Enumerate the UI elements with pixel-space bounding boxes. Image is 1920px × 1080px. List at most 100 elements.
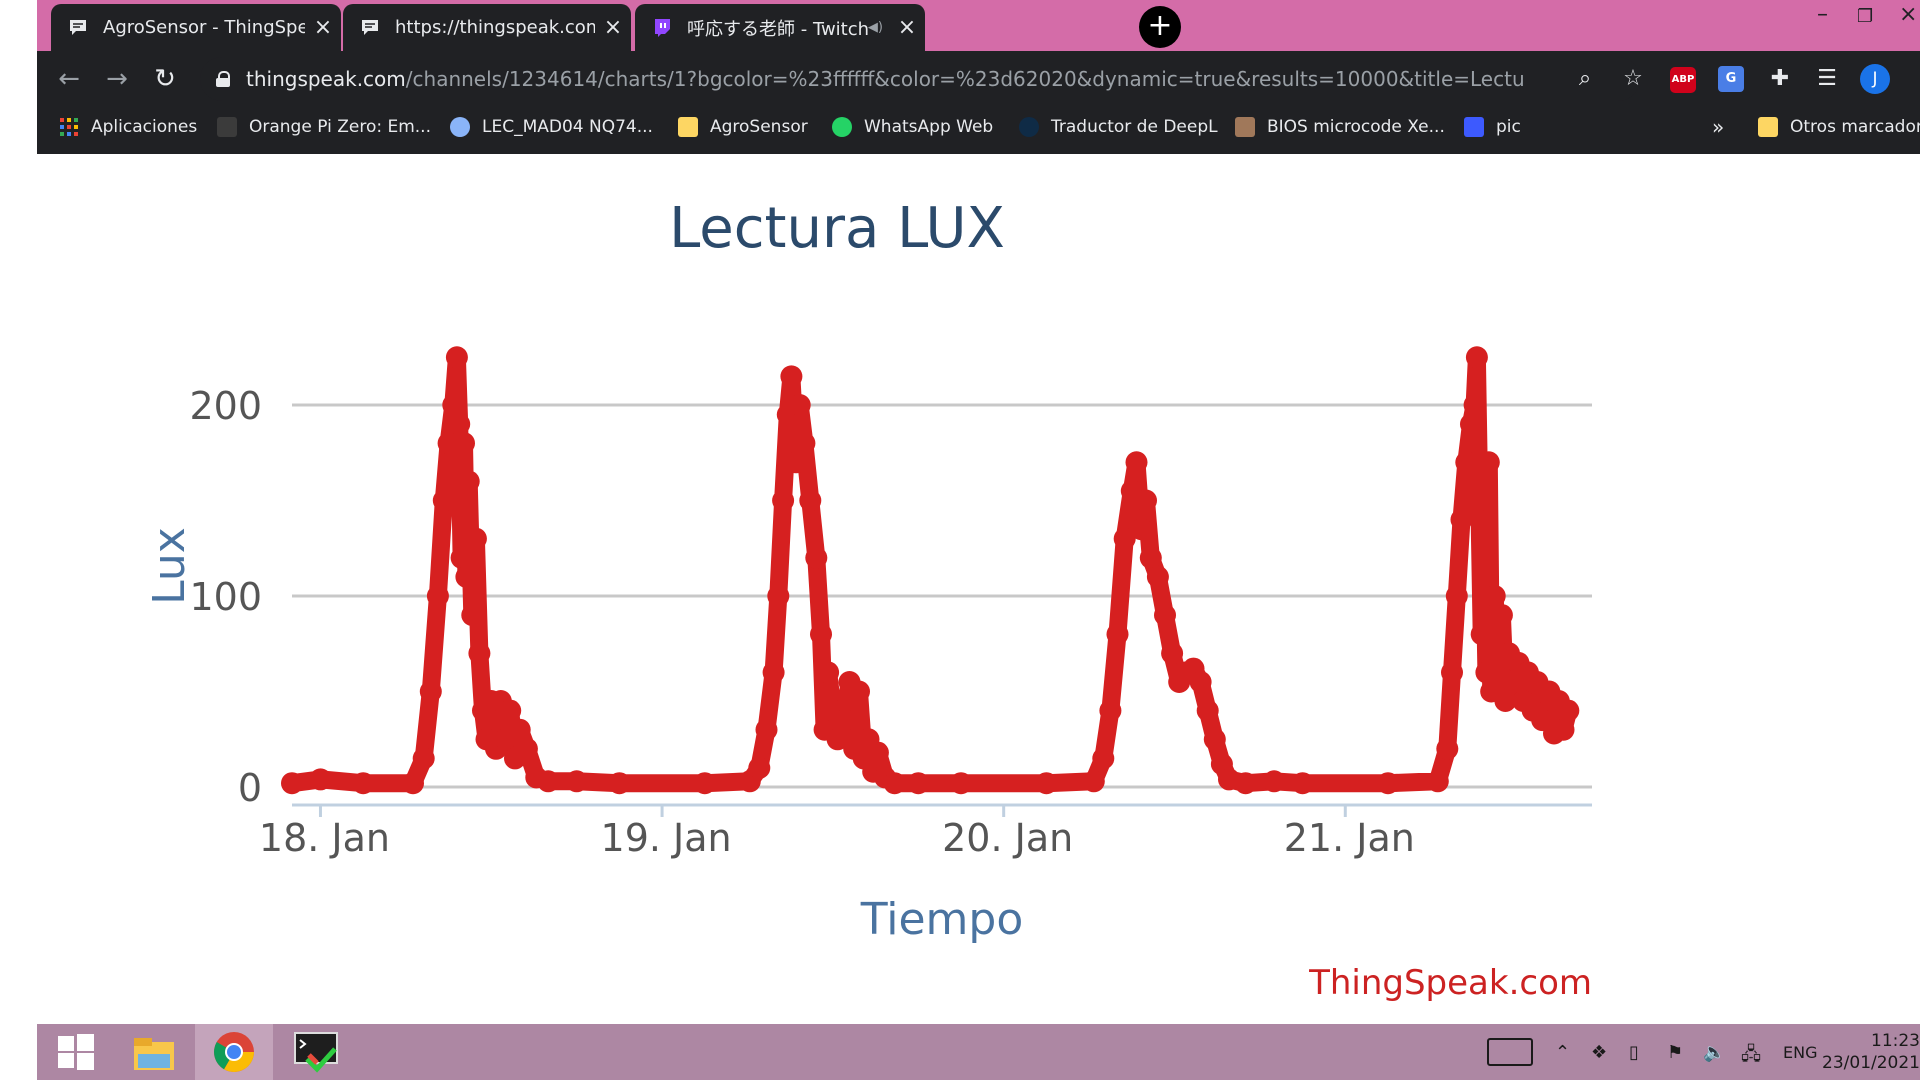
- volume-icon[interactable]: 🔈: [1703, 1042, 1726, 1063]
- data-point: [1130, 518, 1153, 541]
- data-point: [1161, 642, 1184, 665]
- close-icon[interactable]: ×: [603, 15, 623, 40]
- data-point: [565, 770, 588, 793]
- bookmark-agrosensor[interactable]: AgroSensor: [678, 113, 808, 141]
- close-icon[interactable]: ×: [897, 15, 917, 40]
- start-menu-icon: [58, 1034, 94, 1070]
- data-point: [805, 546, 828, 569]
- data-point: [1263, 770, 1286, 793]
- tab-title: AgroSensor - ThingSpeak IoT: [103, 17, 305, 38]
- x-axis-label: Tiempo: [860, 894, 1024, 945]
- chip-icon: [1235, 117, 1255, 137]
- bookmark-label: pic: [1496, 117, 1521, 137]
- back-arrow-icon[interactable]: ←: [58, 64, 80, 94]
- other-bookmarks[interactable]: Otros marcadores: [1758, 113, 1920, 141]
- data-point: [1377, 772, 1399, 795]
- whatsapp-icon: [832, 117, 852, 137]
- flag-icon[interactable]: ⚑: [1667, 1042, 1684, 1063]
- data-point: [1099, 699, 1122, 722]
- data-point: [950, 772, 972, 795]
- data-point: [445, 346, 468, 369]
- tab-agrosensor[interactable]: AgroSensor - ThingSpeak IoT ×: [51, 4, 341, 51]
- data-point: [1196, 699, 1219, 722]
- google-translate-icon[interactable]: G: [1718, 66, 1744, 92]
- x-tick-label: 19. Jan: [601, 816, 732, 860]
- language-indicator[interactable]: ENG: [1783, 1043, 1818, 1062]
- data-point: [412, 747, 435, 770]
- adblock-plus-icon[interactable]: ABP: [1670, 67, 1696, 93]
- forward-arrow-icon[interactable]: →: [106, 64, 128, 94]
- terminal-app-button[interactable]: [277, 1024, 355, 1080]
- left-edge: [0, 0, 37, 1080]
- chat-bubble-icon: [70, 19, 86, 35]
- extensions-puzzle-icon[interactable]: ✚: [1770, 66, 1790, 91]
- data-point: [748, 756, 771, 779]
- bookmarks-bar: Aplicaciones Orange Pi Zero: Em... LEC_M…: [37, 107, 1920, 147]
- data-point: [883, 772, 906, 795]
- data-point: [1113, 527, 1136, 550]
- bookmark-deepl[interactable]: Traductor de DeepL: [1019, 113, 1218, 141]
- data-point: [455, 565, 478, 588]
- data-point: [1139, 546, 1162, 569]
- reload-icon[interactable]: ↻: [154, 64, 176, 94]
- bookmark-bios-microcode[interactable]: BIOS microcode Xe...: [1235, 113, 1445, 141]
- data-point: [461, 604, 484, 627]
- bookmark-lec-mad04[interactable]: LEC_MAD04 NQ74...: [450, 113, 653, 141]
- bookmark-label: BIOS microcode Xe...: [1267, 117, 1445, 137]
- network-icon[interactable]: 🖧: [1741, 1044, 1762, 1065]
- data-point: [785, 451, 808, 474]
- data-point: [762, 661, 785, 684]
- bookmark-label: Aplicaciones: [91, 117, 198, 137]
- bookmarks-overflow-button[interactable]: »: [1712, 115, 1725, 139]
- data-point: [1135, 489, 1157, 512]
- minimize-icon[interactable]: –: [1817, 2, 1828, 27]
- data-point: [767, 585, 790, 607]
- window-close-icon[interactable]: ×: [1899, 2, 1918, 27]
- data-point: [437, 432, 460, 455]
- dropbox-icon[interactable]: ❖: [1591, 1042, 1608, 1063]
- bookmark-apps[interactable]: Aplicaciones: [59, 113, 197, 141]
- device-icon[interactable]: ▯: [1629, 1042, 1639, 1063]
- data-point: [907, 772, 930, 795]
- address-bar[interactable]: thingspeak.com/channels/1234614/charts/1…: [200, 57, 1640, 101]
- keyboard-icon[interactable]: [1487, 1038, 1533, 1066]
- x-tick-label: 21. Jan: [1284, 816, 1415, 860]
- speaker-mute-icon[interactable]: ◀): [867, 20, 883, 35]
- lock-icon[interactable]: [216, 71, 230, 87]
- url-text: thingspeak.com/channels/1234614/charts/1…: [246, 67, 1526, 91]
- chart-credits: ThingSpeak.com: [1308, 963, 1592, 1003]
- bookmark-orange-pi[interactable]: Orange Pi Zero: Em...: [217, 113, 431, 141]
- deepl-icon: [1019, 117, 1039, 137]
- bookmark-label: Traductor de DeepL: [1051, 117, 1218, 137]
- show-hidden-icons-chevron[interactable]: ⌃: [1555, 1042, 1571, 1063]
- data-point: [755, 718, 778, 741]
- bookmark-whatsapp[interactable]: WhatsApp Web: [832, 113, 993, 141]
- zoom-icon[interactable]: ⌕: [1578, 66, 1592, 91]
- start-menu-button[interactable]: [37, 1024, 115, 1080]
- media-queue-icon[interactable]: ☰: [1817, 66, 1837, 91]
- close-icon[interactable]: ×: [313, 15, 333, 40]
- data-point: [450, 546, 473, 569]
- data-point: [693, 772, 716, 795]
- chrome-button[interactable]: [195, 1024, 273, 1080]
- restore-icon[interactable]: ❐: [1857, 6, 1874, 27]
- lux-chart: Lectura LUX 0 100 200 18. Jan 19. Jan 20. Jan 2…: [144, 196, 1592, 1003]
- bookmark-pic[interactable]: pic: [1464, 113, 1521, 141]
- data-point: [448, 413, 471, 436]
- data-point: [1465, 346, 1488, 369]
- bookmark-star-icon[interactable]: ☆: [1623, 66, 1643, 91]
- new-tab-button[interactable]: +: [1139, 6, 1181, 48]
- tab-twitch[interactable]: 呼応する老師 - Twitch ◀) ×: [635, 4, 925, 51]
- chart-area: Lectura LUX 0 100 200 18. Jan 19. Jan 20. Jan 2…: [37, 154, 1920, 1024]
- system-clock[interactable]: 11:23 23/01/2021: [1815, 1030, 1920, 1074]
- data-point: [453, 432, 475, 455]
- y-tick-label: 0: [238, 766, 262, 810]
- data-point: [810, 623, 832, 646]
- file-explorer-button[interactable]: [115, 1024, 193, 1080]
- data-point: [1234, 772, 1257, 795]
- profile-avatar[interactable]: J: [1860, 64, 1890, 94]
- tab-channels[interactable]: https://thingspeak.com/channels ×: [343, 4, 631, 51]
- chat-bubble-icon: [362, 19, 378, 35]
- data-point: [1552, 718, 1575, 741]
- data-point: [1473, 527, 1496, 550]
